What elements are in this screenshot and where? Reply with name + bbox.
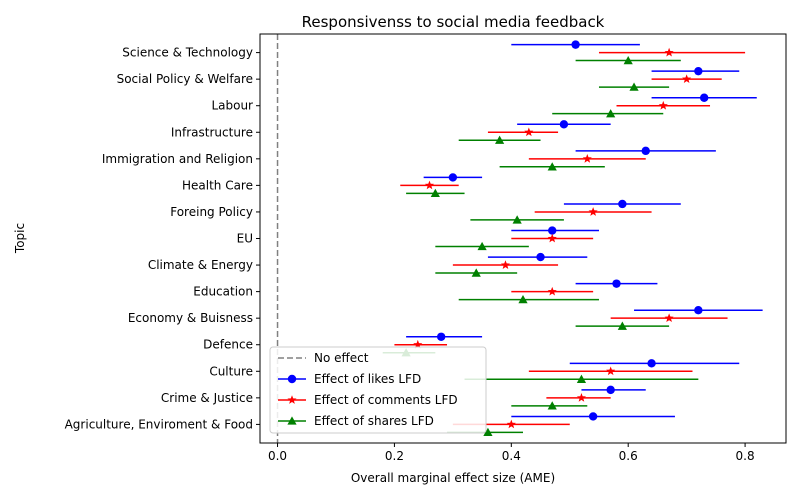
data-point (694, 306, 703, 315)
data-point (699, 93, 709, 102)
legend-box (269, 346, 487, 434)
data-point (664, 47, 674, 57)
y-axis-label: Topic (13, 223, 27, 254)
x-tick-label: 0.4 (502, 449, 521, 463)
x-axis-label: Overall marginal effect size (AME) (351, 471, 555, 485)
data-point (430, 188, 440, 198)
data-point (547, 401, 557, 410)
data-point (617, 321, 627, 330)
legend-label: No effect (314, 351, 369, 365)
legend-marker (287, 374, 297, 384)
y-tick-label: Climate & Energy (148, 258, 253, 272)
data-point (588, 412, 598, 421)
data-point (694, 66, 703, 76)
x-tick-label: 0.8 (736, 449, 755, 463)
data-point (571, 40, 580, 49)
data-point (658, 100, 668, 110)
data-point (495, 135, 505, 144)
data-point (500, 260, 511, 269)
data-point (471, 268, 481, 277)
series-1 (406, 40, 763, 421)
data-point (623, 55, 633, 65)
legend-marker (287, 395, 297, 404)
y-tick-label: Infrastructure (171, 125, 253, 139)
y-tick-label: EU (237, 232, 253, 246)
data-point (682, 74, 692, 84)
data-point (536, 252, 545, 262)
data-point (582, 154, 592, 163)
plot-area: 0.0 0.2 0.4 0.6 0.8 Science & Technology Socia… (65, 34, 763, 463)
data-point (606, 366, 616, 376)
data-point (647, 359, 656, 368)
data-point (641, 146, 650, 156)
y-tick-label: Labour (211, 99, 253, 113)
plot-frame (259, 33, 787, 444)
y-tick-label: Health Care (182, 178, 253, 192)
data-point (606, 109, 616, 118)
data-point (576, 374, 587, 383)
y-tick-label: Defence (203, 338, 253, 352)
data-point (436, 332, 446, 341)
y-tick-label: Economy & Buisness (128, 311, 253, 325)
data-point (588, 207, 598, 216)
data-point (664, 313, 674, 323)
data-point (559, 120, 569, 129)
y-tick-label: Education (193, 285, 253, 299)
data-point (413, 339, 423, 349)
chart-title: Responsivenss to social media feedback (302, 13, 605, 31)
y-tick-label: Foreing Policy (170, 205, 253, 219)
data-point (612, 279, 621, 288)
y-tick-label: Culture (209, 364, 253, 378)
data-point (483, 427, 493, 437)
legend: No effect Effect of likes LFD Effect of co… (269, 346, 487, 434)
y-tick-label: Crime & Justice (161, 391, 253, 405)
data-point (524, 127, 534, 137)
data-point (547, 233, 557, 243)
data-point (629, 82, 639, 91)
legend-label: Effect of shares LFD (314, 414, 434, 428)
data-point (618, 199, 627, 209)
data-point (448, 173, 458, 182)
x-tick-label: 0.2 (385, 449, 404, 463)
data-point (512, 215, 522, 224)
legend-label: Effect of comments LFD (314, 393, 458, 407)
legend-marker (287, 416, 297, 425)
y-tick-label: Immigration and Religion (102, 152, 253, 166)
data-point (547, 162, 557, 171)
data-point (548, 226, 557, 235)
data-point (606, 385, 615, 395)
data-point (506, 419, 516, 429)
x-tick-label: 0.0 (268, 449, 287, 463)
y-tick-label: Science & Technology (122, 46, 253, 60)
legend-label: Effect of likes LFD (314, 372, 421, 386)
data-point (424, 180, 435, 190)
data-point (518, 294, 528, 304)
data-point (477, 241, 487, 251)
y-tick-label: Agriculture, Enviroment & Food (65, 417, 253, 431)
data-point (576, 393, 587, 402)
y-tick-label: Social Policy & Welfare (117, 72, 253, 86)
x-tick-label: 0.6 (619, 449, 638, 463)
data-point (547, 286, 557, 296)
